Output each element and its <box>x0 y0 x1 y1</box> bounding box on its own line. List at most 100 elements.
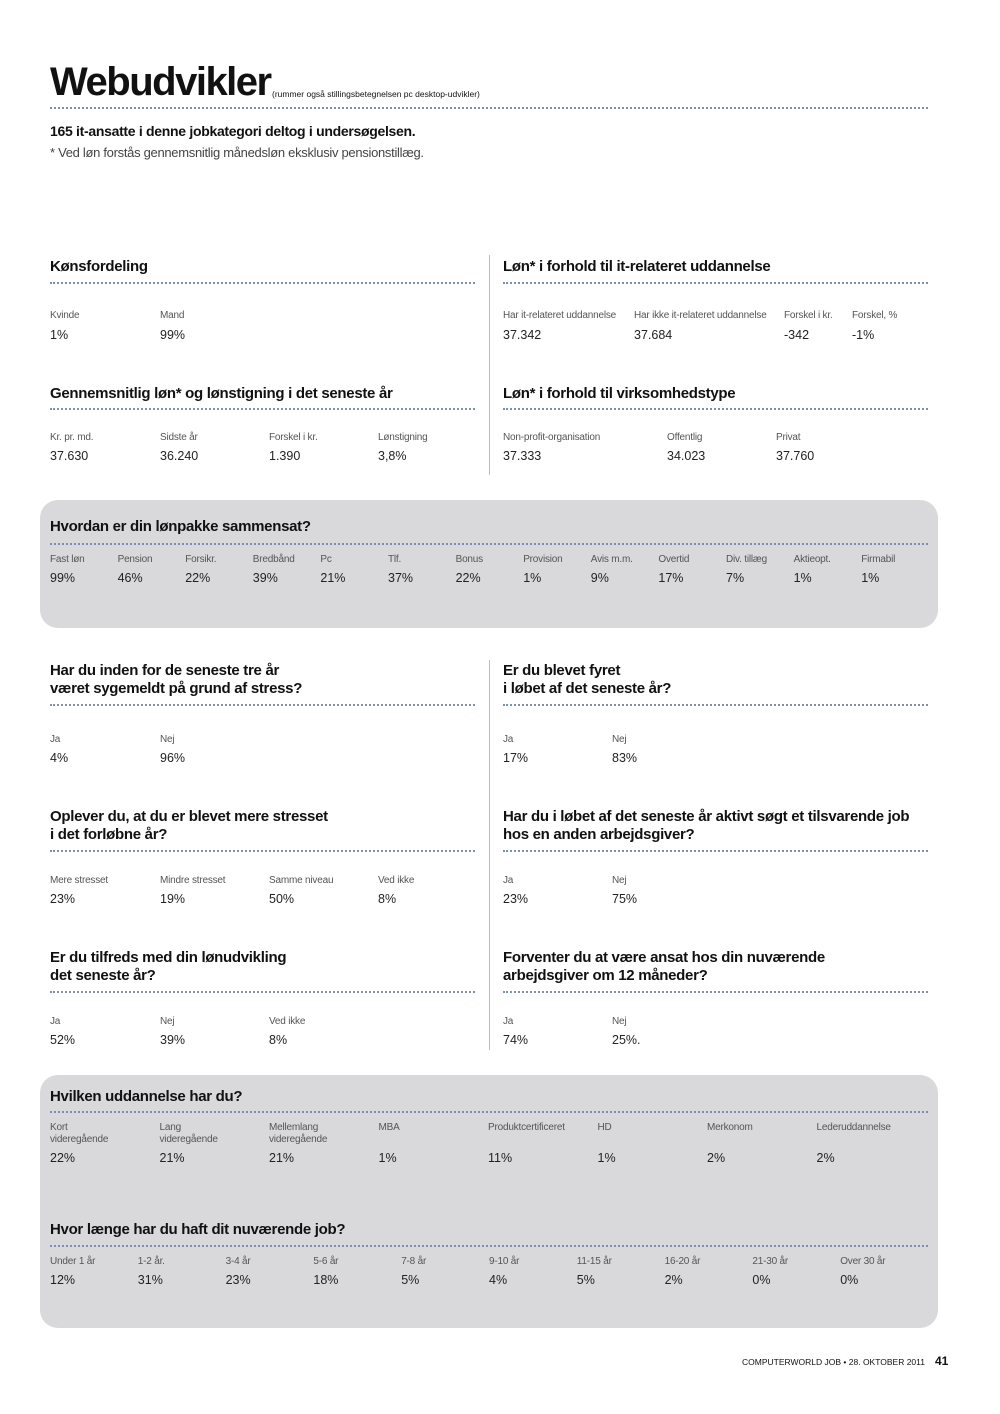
column-value: 21% <box>159 1151 185 1165</box>
column-label: Lang videregående <box>159 1122 218 1145</box>
page-number: 41 <box>935 1354 949 1368</box>
column-value: 99% <box>50 571 76 585</box>
column-label: Har it-relateret uddannelse <box>503 310 616 321</box>
column-label: 7-8 år <box>401 1256 427 1267</box>
separator <box>503 850 928 852</box>
column-value: 52% <box>50 1033 76 1047</box>
column-label: 9-10 år <box>489 1256 520 1267</box>
column-label: Div. tillæg <box>726 554 767 565</box>
column-label: Produktcertificeret <box>488 1122 565 1133</box>
publication: COMPUTERWORLD JOB • 28. OKTOBER 2011 <box>742 1357 925 1367</box>
note: * Ved løn forstås gennemsnitlig månedslø… <box>50 145 424 160</box>
column-value: 21% <box>269 1151 295 1165</box>
column-value: 1% <box>793 571 812 585</box>
column-value: 46% <box>117 571 143 585</box>
column-label: Mellemlang videregående <box>269 1122 328 1145</box>
panel <box>40 1075 938 1328</box>
column-value: 75% <box>612 892 638 906</box>
column-label: Nej <box>612 1016 627 1027</box>
column-value: 5% <box>401 1273 420 1287</box>
section-title: Løn* i forhold til virksomhedstype <box>503 385 736 402</box>
separator <box>50 991 475 993</box>
separator <box>50 282 475 284</box>
separator <box>50 107 928 109</box>
page-title: Webudvikler <box>50 60 272 104</box>
column-label: MBA <box>378 1122 400 1133</box>
section-title: Løn* i forhold til it-relateret uddannel… <box>503 258 771 275</box>
column-value: 7% <box>726 571 745 585</box>
column-label: Overtid <box>658 554 690 565</box>
column-value: 2% <box>707 1151 726 1165</box>
column-value: 37% <box>388 571 414 585</box>
column-label: Kvinde <box>50 310 80 321</box>
column-value: 3,8% <box>378 449 407 463</box>
column-label: Aktieopt. <box>793 554 831 565</box>
section-title: Gennemsnitlig løn* og lønstigning i det … <box>50 385 393 402</box>
column-value: 5% <box>576 1273 595 1287</box>
panel <box>40 500 938 628</box>
column-label: Kort videregående <box>50 1122 109 1145</box>
column-value: 74% <box>503 1033 529 1047</box>
column-label: Forskel, % <box>852 310 898 321</box>
column-value: 22% <box>455 571 481 585</box>
column-label: 16-20 år <box>664 1256 701 1267</box>
section-title: Er du tilfreds med din lønudvikling det … <box>50 949 287 984</box>
column-label: 11-15 år <box>576 1256 612 1267</box>
column-label: Offentlig <box>667 432 703 443</box>
column-value: 17% <box>658 571 684 585</box>
column-label: Ja <box>503 1016 514 1027</box>
column-value: 0% <box>840 1273 859 1287</box>
column-label: 1-2 år. <box>137 1256 165 1267</box>
separator <box>50 543 928 545</box>
column-value: 1% <box>378 1151 397 1165</box>
column-label: Mand <box>160 310 185 321</box>
column-label: Samme niveau <box>269 875 334 886</box>
separator <box>503 704 928 706</box>
section-title: Kønsfordeling <box>50 258 148 275</box>
divider <box>489 660 490 1050</box>
column-label: Nej <box>612 875 627 886</box>
section-title: Hvor længe har du haft dit nuværende job… <box>50 1221 346 1238</box>
column-label: Merkonom <box>707 1122 753 1133</box>
column-value: 1% <box>597 1151 616 1165</box>
section-title: Er du blevet fyret i løbet af det senest… <box>503 662 672 697</box>
separator <box>50 704 475 706</box>
column-value: 2% <box>664 1273 683 1287</box>
column-value: 34.023 <box>667 449 706 463</box>
column-value: 83% <box>612 751 638 765</box>
column-value: 37.684 <box>634 328 673 342</box>
column-label: Mindre stresset <box>160 875 226 886</box>
column-label: Nej <box>160 734 175 745</box>
column-label: Over 30 år <box>840 1256 886 1267</box>
column-value: 18% <box>313 1273 339 1287</box>
column-value: 23% <box>225 1273 251 1287</box>
column-value: 4% <box>489 1273 508 1287</box>
column-value: 4% <box>50 751 69 765</box>
column-label: Pension <box>117 554 153 565</box>
column-label: Sidste år <box>160 432 198 443</box>
column-value: 1% <box>523 571 542 585</box>
column-label: Har ikke it-relateret uddannelse <box>634 310 767 321</box>
separator <box>503 282 928 284</box>
column-value: 19% <box>160 892 186 906</box>
column-label: Under 1 år <box>50 1256 96 1267</box>
column-label: Tlf. <box>388 554 402 565</box>
column-value: 99% <box>160 328 186 342</box>
column-label: HD <box>597 1122 612 1133</box>
column-value: 37.630 <box>50 449 89 463</box>
column-label: Non-profit-organisation <box>503 432 601 443</box>
column-label: Forskel i kr. <box>784 310 833 321</box>
column-label: Mere stresset <box>50 875 108 886</box>
section-title: Oplever du, at du er blevet mere stresse… <box>50 808 328 843</box>
column-value: 12% <box>50 1273 76 1287</box>
column-label: Nej <box>160 1016 175 1027</box>
column-label: Lønstigning <box>378 432 428 443</box>
separator <box>503 408 928 410</box>
intro: 165 it-ansatte i denne jobkategori delto… <box>50 123 416 139</box>
column-value: 11% <box>488 1151 513 1165</box>
separator <box>50 1111 928 1113</box>
column-value: 96% <box>160 751 186 765</box>
column-value: 39% <box>160 1033 186 1047</box>
column-label: Pc <box>320 554 332 565</box>
column-value: 25%. <box>612 1033 641 1047</box>
